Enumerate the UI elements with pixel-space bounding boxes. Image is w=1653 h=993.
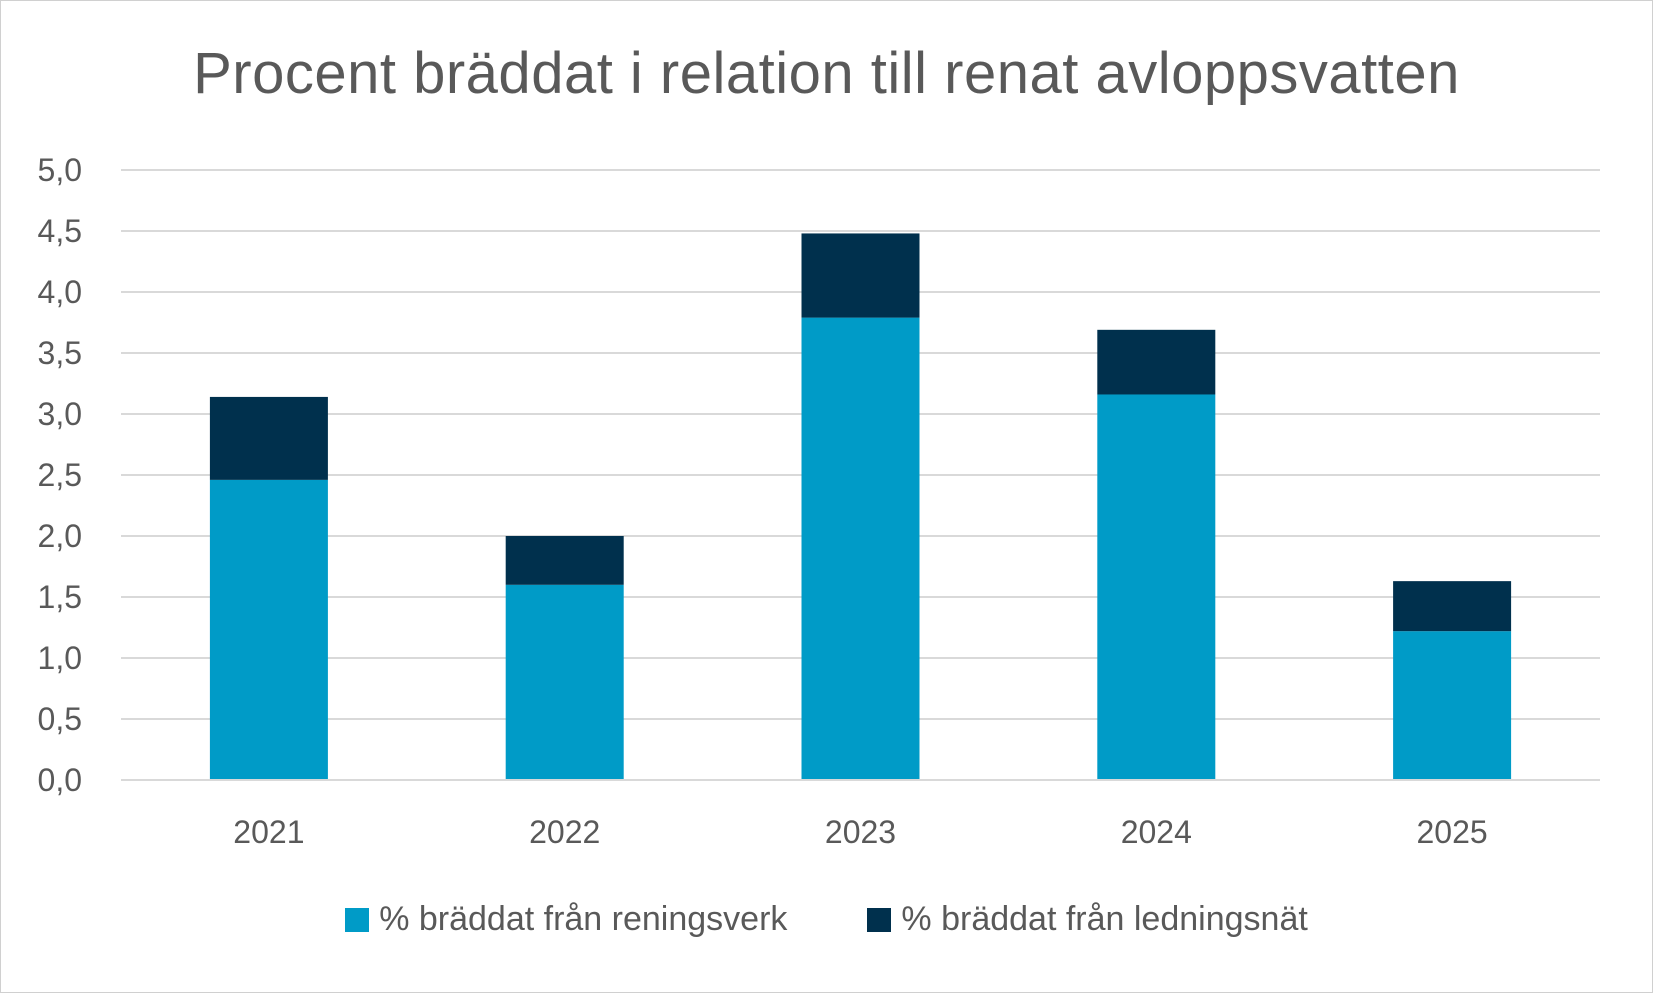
y-tick-label: 4,5 [38,213,82,249]
x-tick-label: 2024 [1121,814,1192,850]
legend-swatch-reningsverk [345,907,370,932]
y-tick-label: 4,0 [38,274,82,310]
y-tick-label: 3,0 [38,396,82,432]
bar-reningsverk [801,317,920,780]
y-tick-label: 3,5 [38,335,82,371]
legend-item-ledningsnat: % bräddat från ledningsnät [867,900,1308,939]
bar-reningsverk [1097,394,1216,780]
y-tick-label: 0,5 [38,701,82,737]
legend-swatch-ledningsnat [867,907,892,932]
y-tick-label: 1,5 [38,579,82,615]
x-tick-label: 2021 [233,814,304,850]
bar-ledningsnat [1393,581,1512,632]
bar-ledningsnat [1097,329,1216,395]
legend-item-reningsverk: % bräddat från reningsverk [345,900,787,939]
chart-legend: % bräddat från reningsverk % bräddat frå… [0,900,1653,939]
y-tick-label: 2,0 [38,518,82,554]
bar-ledningsnat [801,233,920,318]
bar-reningsverk [505,584,624,780]
y-tick-label: 1,0 [38,640,82,676]
y-tick-label: 0,0 [38,762,82,798]
bar-reningsverk [1393,631,1512,780]
x-tick-label: 2025 [1417,814,1488,850]
bar-ledningsnat [209,396,328,480]
x-tick-label: 2023 [825,814,896,850]
y-tick-label: 2,5 [38,457,82,493]
legend-label-ledningsnat: % bräddat från ledningsnät [901,900,1308,938]
x-tick-label: 2022 [529,814,600,850]
bar-ledningsnat [505,536,624,585]
y-tick-label: 5,0 [38,152,82,188]
legend-label-reningsverk: % bräddat från reningsverk [379,900,788,938]
bar-reningsverk [209,479,328,780]
chart-title: Procent bräddat i relation till renat av… [193,41,1460,106]
